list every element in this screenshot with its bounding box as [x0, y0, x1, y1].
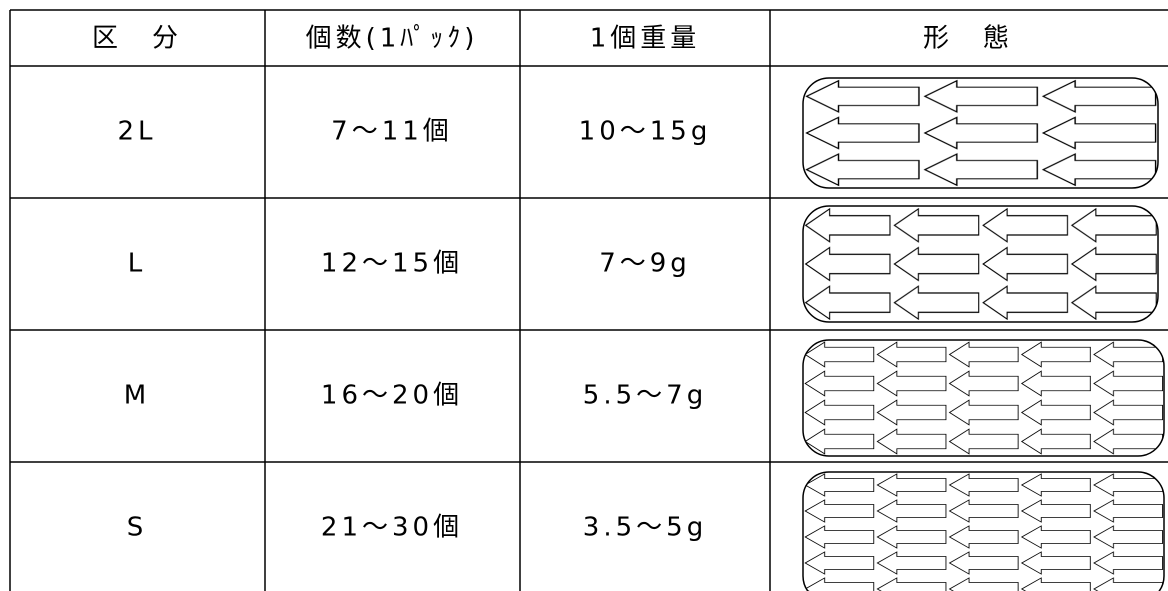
weight-cell: 10～15g — [579, 117, 712, 147]
header-cell: 1個重量 — [590, 24, 701, 54]
row: 2L 7～11個 10～15g — [117, 77, 1159, 189]
pack-figure — [802, 77, 1159, 189]
size-cell: S — [127, 513, 148, 543]
size-cell: 2L — [117, 117, 156, 147]
count-cell: 12～15個 — [321, 249, 463, 279]
header-cell: 個数(1ﾊﾟｯｸ) — [306, 24, 479, 54]
weight-cell: 3.5～5g — [583, 513, 707, 543]
pack-figure — [802, 205, 1159, 323]
table-grid — [9, 9, 1168, 591]
count-cell: 16～20個 — [321, 381, 463, 411]
size-cell: L — [128, 249, 147, 279]
size-cell: M — [124, 381, 150, 411]
row: L 12～15個 7～9g — [128, 205, 1159, 323]
header-cell: 区 分 — [92, 24, 182, 54]
weight-cell: 7～9g — [599, 249, 691, 279]
header-cell: 形 態 — [923, 24, 1013, 54]
count-cell: 21～30個 — [321, 513, 463, 543]
pack-figure — [802, 339, 1165, 457]
weight-cell: 5.5～7g — [583, 381, 707, 411]
row: M 16～20個 5.5～7g — [124, 339, 1165, 457]
header-row: 区 分 個数(1ﾊﾟｯｸ) 1個重量 形 態 — [92, 24, 1013, 54]
count-cell: 7～11個 — [331, 117, 453, 147]
row: S 21～30個 3.5～5g — [127, 471, 1165, 591]
pack-figure — [802, 471, 1165, 591]
